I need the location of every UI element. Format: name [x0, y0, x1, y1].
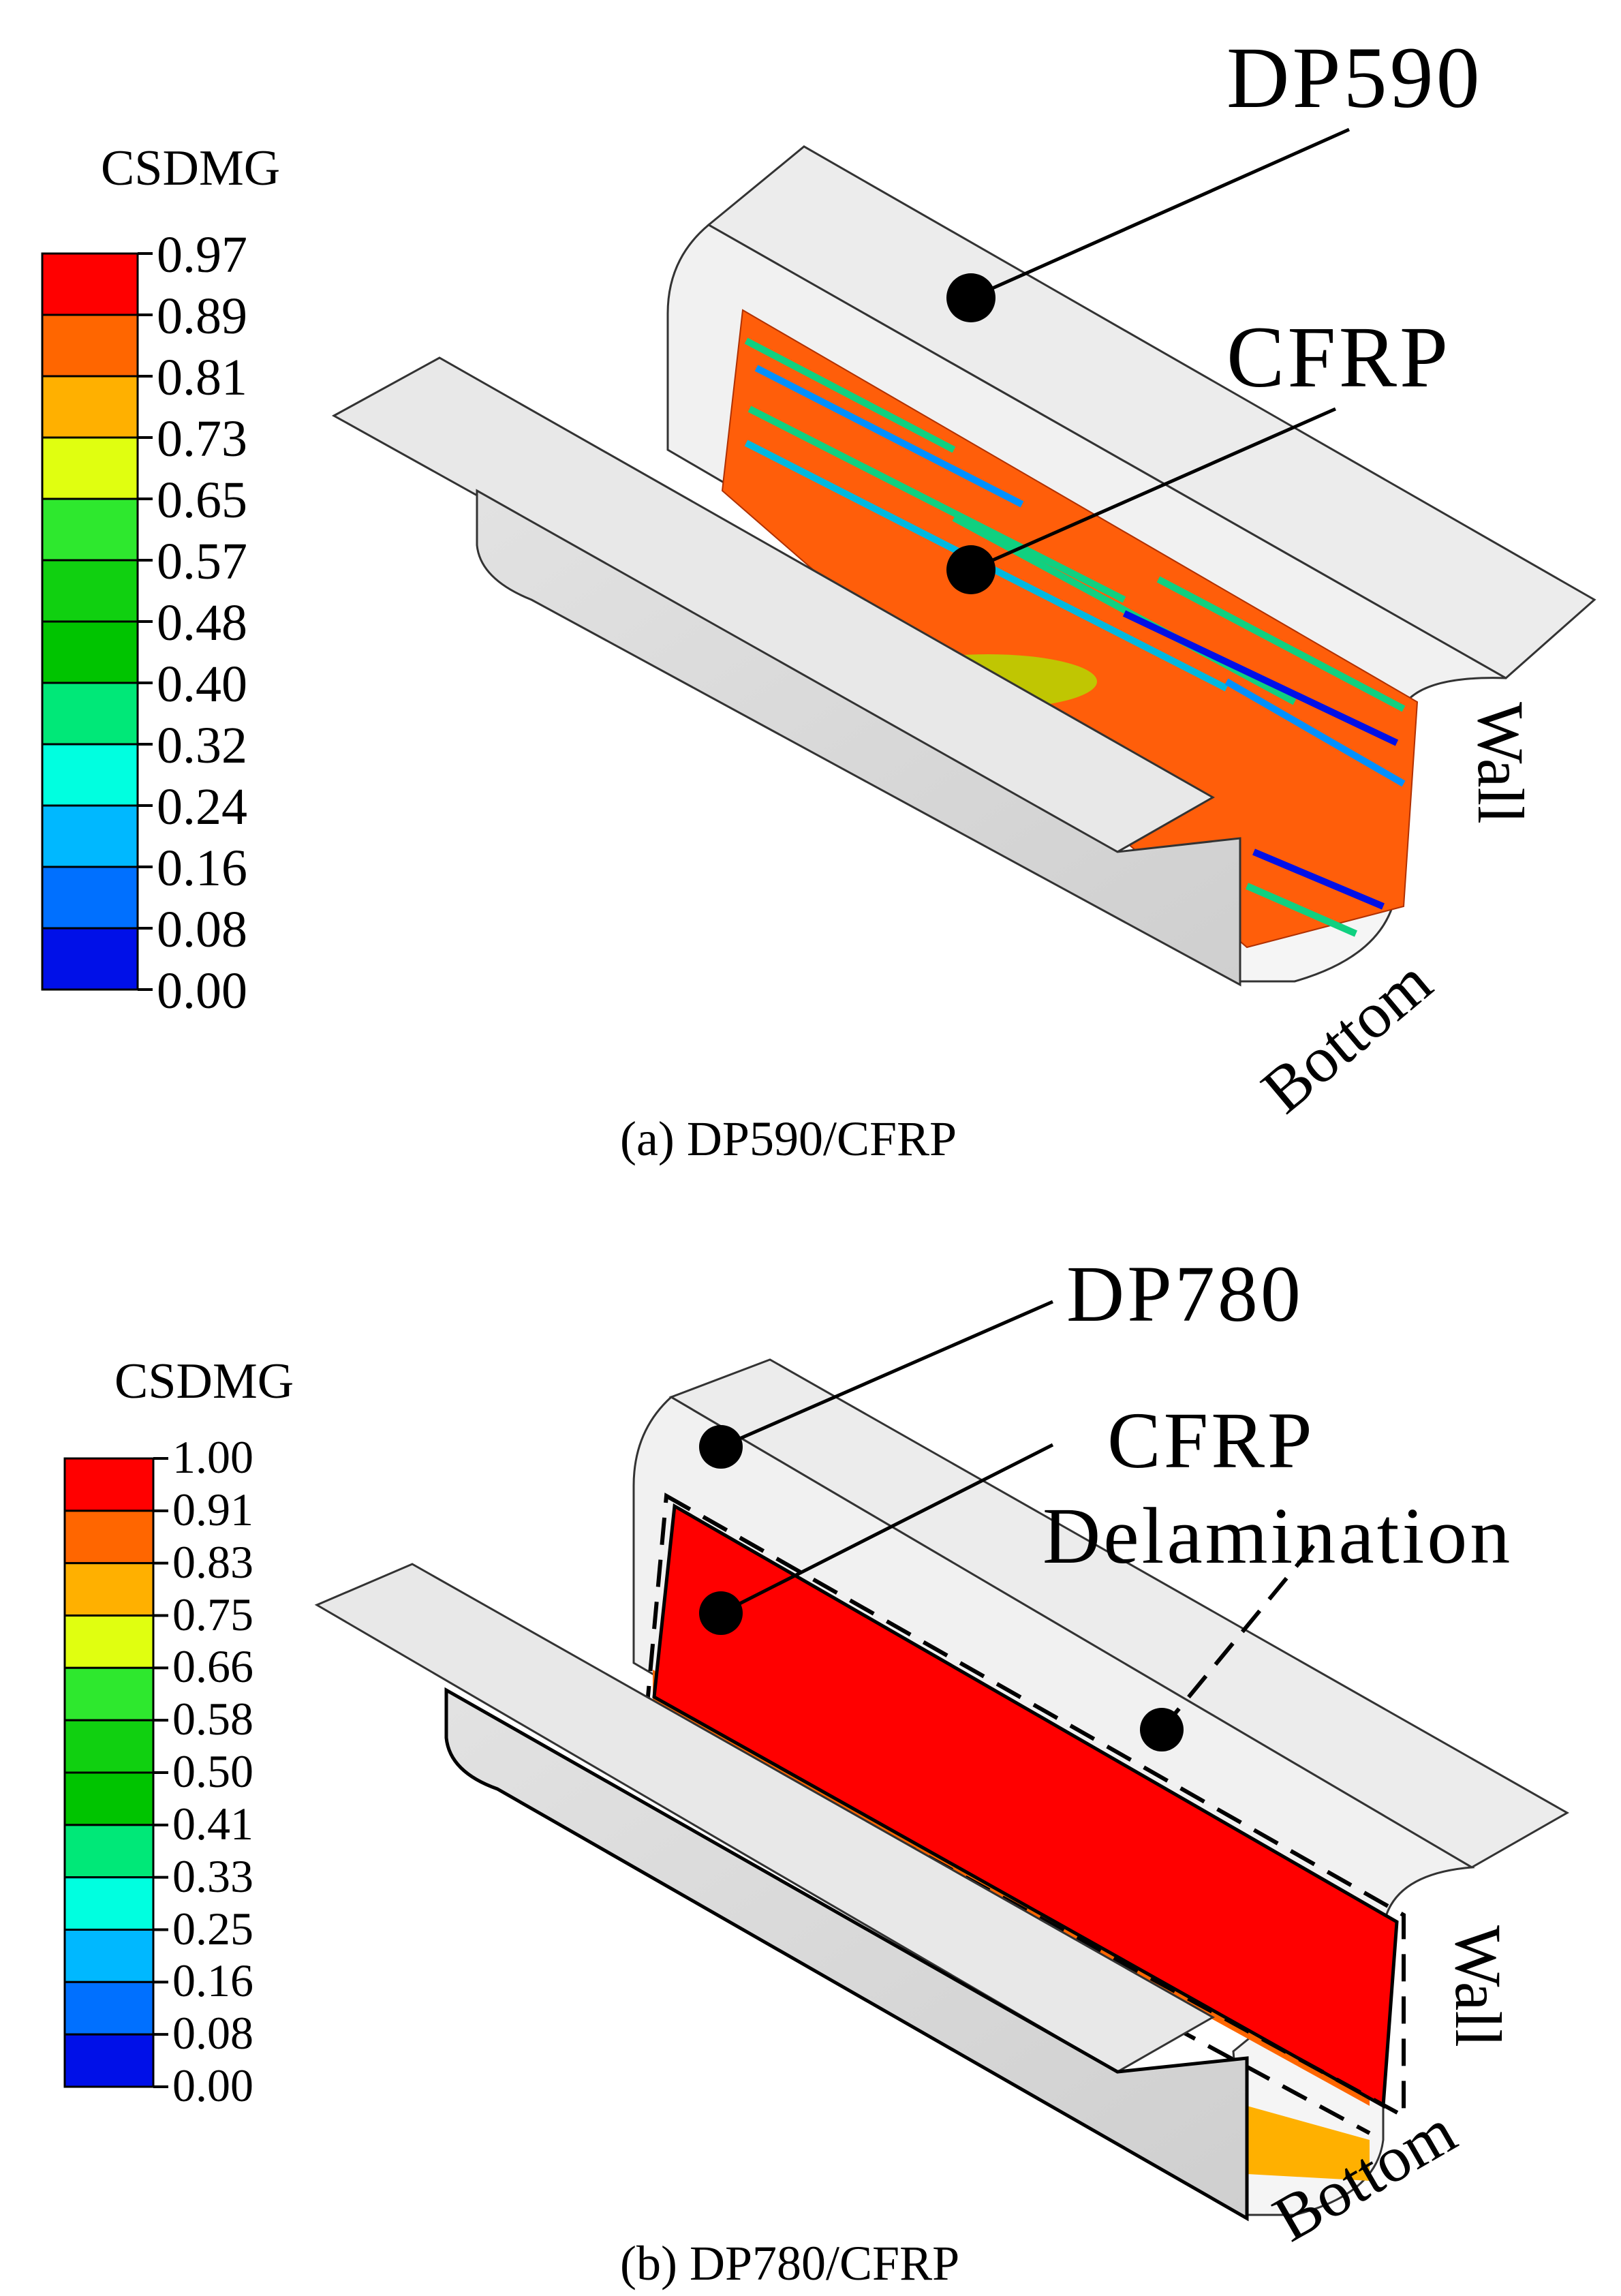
legend-swatch	[41, 682, 139, 746]
color-legend-bar	[63, 1457, 168, 2088]
legend-tick-label: 0.97	[157, 226, 247, 284]
legend-swatch	[41, 375, 139, 439]
legend-tick-label: 0.08	[172, 2007, 253, 2060]
legend-swatch	[63, 1510, 155, 1565]
legend-tick-label: 0.50	[172, 1745, 253, 1797]
front-wall	[476, 489, 1241, 987]
legend-swatch	[41, 927, 139, 991]
legend-tick-label: 0.00	[157, 962, 247, 1020]
legend-swatch	[63, 1876, 155, 1931]
caption-a: (a) DP590/CFRP	[620, 1112, 957, 1166]
legend-swatch	[41, 743, 139, 807]
legend-tick-label: 0.24	[157, 778, 247, 836]
legend-title: CSDMG	[114, 1353, 294, 1409]
legend-tick-label: 0.33	[172, 1850, 253, 1902]
cfrp-marker-dot	[699, 1591, 743, 1635]
legend-tick-label: 0.32	[157, 717, 247, 774]
legend-tick-label: 0.65	[157, 472, 247, 529]
legend-swatch	[63, 2033, 155, 2088]
steel-label: DP590	[1226, 29, 1483, 126]
legend-tick-label: 0.89	[157, 288, 247, 345]
legend-swatch	[41, 620, 139, 684]
cfrp-leader-line	[720, 1443, 1054, 1615]
legend-swatch	[63, 1457, 155, 1512]
legend-tick-label: 0.25	[172, 1902, 253, 1955]
legend-swatch	[63, 1771, 155, 1826]
legend-tick-label: 0.41	[172, 1797, 253, 1850]
legend-tick-label: 0.66	[172, 1640, 253, 1693]
legend-tick-label: 0.16	[157, 840, 247, 897]
cfrp-label: CFRP	[1226, 309, 1451, 405]
legend-tick-label: 0.75	[172, 1588, 253, 1640]
legend-swatch	[41, 313, 139, 378]
caption-b: (b) DP780/CFRP	[620, 2236, 960, 2291]
legend-swatch	[63, 1719, 155, 1774]
panel-a: CSDMG 0.97 0.89 0.81 0.73 0.65 0.57 0.48 0.40 0.…	[41, 29, 1596, 1166]
legend-tick-label: 1.00	[172, 1431, 253, 1483]
cfrp-label: CFRP	[1107, 1396, 1315, 1485]
legend-swatch	[41, 804, 139, 868]
legend-tick-label: 0.16	[172, 1955, 253, 2007]
hat-section-model-b	[63, 1300, 1570, 2222]
legend-tick-label: 0.91	[172, 1483, 253, 1535]
front-wall	[444, 1687, 1249, 2222]
legend-swatch	[41, 559, 139, 623]
delamination-outline	[645, 1493, 1406, 2120]
legend-tick-label: 0.57	[157, 533, 247, 590]
steel-leader-line	[720, 1300, 1054, 1449]
legend-title: CSDMG	[101, 140, 281, 196]
legend-tick-label: 0.58	[172, 1693, 253, 1745]
wall-label: Wall	[1442, 1925, 1515, 2047]
cfrp-leader-line	[970, 407, 1337, 572]
legend-swatch	[41, 252, 139, 316]
legend-swatch	[63, 1614, 155, 1669]
steel-label: DP780	[1066, 1249, 1303, 1338]
delamination-label: Delamination	[1043, 1491, 1513, 1580]
legend-swatch	[41, 436, 139, 500]
cfrp-laminate	[721, 309, 1419, 949]
legend-swatch	[63, 1666, 155, 1721]
hat-section-model-a	[41, 127, 1596, 991]
legend-swatch	[41, 866, 139, 930]
legend-tick-label: 0.48	[157, 594, 247, 652]
legend-swatch	[63, 1980, 155, 2036]
wall-label: Wall	[1464, 702, 1537, 824]
legend-swatch	[63, 1929, 155, 1983]
legend-tick-label: 0.08	[157, 901, 247, 958]
legend-tick-label: 0.40	[157, 656, 247, 713]
cfrp-marker-dot	[946, 545, 995, 594]
steel-marker-dot	[946, 273, 995, 322]
legend-swatch	[63, 1824, 155, 1879]
steel-leader-line	[970, 127, 1350, 300]
legend-swatch	[41, 498, 139, 562]
front-flange	[314, 1563, 1216, 2073]
cfrp-bottom-patch	[1247, 2106, 1370, 2181]
steel-marker-dot	[699, 1425, 743, 1469]
delamination-marker-dot	[1140, 1708, 1184, 1751]
legend-tick-label: 0.00	[172, 2060, 253, 2111]
legend-swatch	[63, 1562, 155, 1617]
legend-tick-label: 0.83	[172, 1535, 253, 1588]
color-legend-bar	[41, 252, 153, 991]
legend-tick-label: 0.81	[157, 349, 247, 406]
panel-b: CSDMG 1.00 0.91 0.83 0.75 0.66 0.58 0.50 0.41 0.…	[0, 1172, 1621, 2296]
legend-tick-label: 0.73	[157, 410, 247, 468]
